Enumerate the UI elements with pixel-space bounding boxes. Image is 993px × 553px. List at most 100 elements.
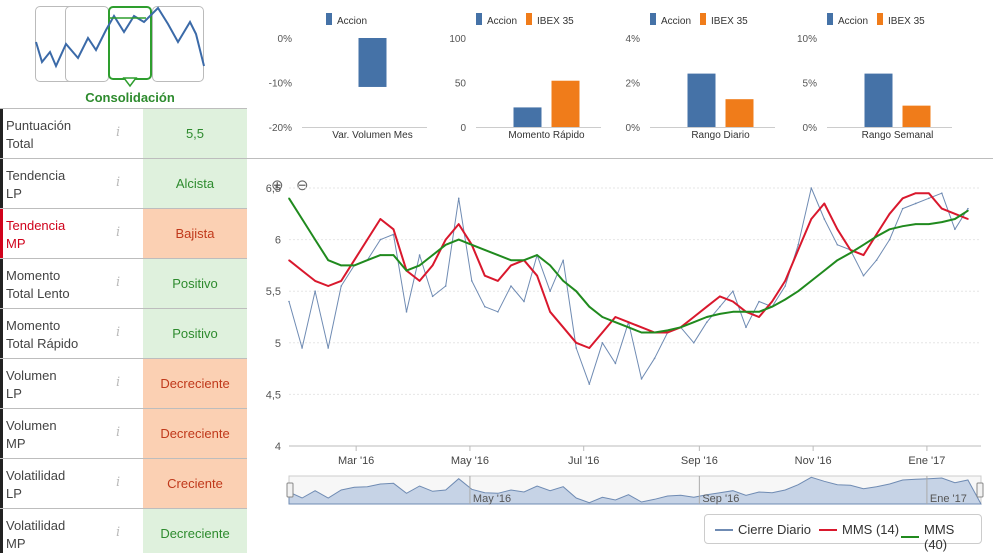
indicator-name: Puntuación Total — [6, 117, 71, 153]
data-point — [927, 197, 930, 200]
x-tick-label: Jul '16 — [568, 455, 599, 467]
data-point — [941, 207, 943, 210]
info-icon[interactable]: i — [116, 325, 121, 340]
zoom-in-icon[interactable]: ⊕ — [271, 177, 284, 194]
info-icon[interactable]: i — [116, 475, 121, 490]
info-icon[interactable]: i — [116, 375, 121, 390]
indicator-name-line: Volumen — [6, 418, 57, 433]
data-point — [484, 274, 486, 277]
indicator-name-line: MP — [6, 536, 26, 551]
legend-mms14[interactable]: MMS (14) — [819, 522, 899, 537]
legend-cierre-swatch — [715, 528, 733, 531]
y-tick-label: 4,5 — [266, 389, 281, 401]
y-tick-label: -20% — [269, 123, 292, 134]
indicator-name-line: LP — [6, 386, 22, 401]
indicator-name: Volumen MP — [6, 417, 57, 453]
indicator-name-line: Total Lento — [6, 286, 70, 301]
y-tick-label: 5,5 — [266, 286, 281, 298]
bar-accion — [687, 73, 716, 127]
data-point — [497, 254, 499, 256]
navigator-handle-right[interactable] — [976, 482, 984, 498]
indicator-value: Alcista — [143, 159, 247, 208]
legend-cierre[interactable]: Cierre Diario — [715, 522, 811, 537]
data-point — [575, 342, 578, 344]
data-point — [901, 207, 904, 210]
data-point — [549, 290, 551, 292]
data-point — [653, 331, 656, 334]
info-icon[interactable]: i — [116, 125, 121, 140]
data-point — [653, 357, 656, 360]
legend-cierre-label: Cierre Diario — [738, 522, 811, 537]
data-point — [901, 197, 904, 200]
data-point — [732, 311, 734, 313]
data-point — [732, 300, 734, 303]
data-point — [901, 225, 904, 227]
y-tick-label: -10% — [269, 79, 292, 90]
data-point — [875, 235, 878, 238]
indicator-name: Momento Total Lento — [6, 267, 70, 303]
indicator-value: 5,5 — [143, 109, 247, 158]
data-point — [405, 269, 408, 272]
data-point — [692, 321, 695, 323]
info-icon[interactable]: i — [116, 225, 121, 240]
info-icon[interactable]: i — [116, 525, 121, 540]
divider — [247, 158, 993, 159]
x-tick-label: Mar '16 — [338, 455, 374, 467]
x-tick-label: May '16 — [451, 455, 489, 467]
data-point — [601, 316, 604, 318]
data-point — [340, 280, 343, 282]
navigator-area — [288, 476, 982, 505]
data-point — [719, 313, 721, 315]
data-point — [562, 326, 564, 329]
info-icon[interactable]: i — [116, 425, 121, 440]
data-point — [914, 223, 917, 225]
data-point — [392, 233, 395, 236]
data-point — [614, 321, 617, 323]
bar-ibex-35 — [725, 99, 754, 127]
data-point — [379, 238, 382, 241]
legend-label: IBEX 35 — [888, 16, 925, 27]
navigator-handle-left[interactable] — [286, 482, 294, 498]
info-icon[interactable]: i — [116, 175, 121, 190]
info-icon[interactable]: i — [116, 275, 121, 290]
data-point — [914, 202, 917, 205]
data-point — [823, 269, 826, 272]
data-point — [784, 280, 786, 282]
data-point — [588, 305, 591, 308]
indicator-name-line: MP — [6, 236, 26, 251]
data-point — [823, 218, 826, 220]
legend-mms14-swatch — [819, 528, 837, 531]
data-point — [288, 300, 290, 303]
indicator-marker — [0, 409, 3, 459]
data-point — [366, 238, 369, 241]
data-point — [706, 321, 708, 323]
indicator-name-line: Volatilidad — [6, 468, 66, 483]
price-chart: ⊕ ⊖ 6,5 6 5,5 5 4,5 4 Mar '16 May '16 Jul '16 Sep '… — [247, 160, 993, 553]
data-point — [797, 243, 800, 246]
data-point — [758, 300, 760, 303]
legend-label: Accion — [661, 16, 691, 27]
data-point — [314, 238, 316, 241]
series-line-1 — [288, 192, 969, 349]
data-point — [340, 285, 343, 287]
data-point — [692, 316, 695, 318]
data-point — [418, 254, 421, 256]
x-axis-label: Momento Rápido — [508, 130, 585, 141]
data-point — [588, 383, 591, 385]
data-point — [719, 305, 721, 308]
data-point — [601, 331, 604, 334]
data-point — [431, 264, 434, 267]
indicator-name-line: Tendencia — [6, 168, 66, 183]
bar-accion — [358, 38, 387, 87]
legend-swatch — [700, 13, 706, 25]
data-point — [510, 264, 512, 267]
zoom-out-icon[interactable]: ⊖ — [296, 177, 309, 194]
phase-label: Consolidación — [85, 90, 175, 105]
indicator-row: Volumen MP i Decreciente — [0, 408, 247, 459]
data-point — [941, 192, 943, 194]
legend-mms40[interactable]: MMS (40) — [901, 522, 981, 552]
y-tick-label: 0% — [626, 123, 641, 134]
phase-card-4[interactable] — [152, 6, 204, 82]
legend-swatch — [476, 13, 482, 25]
data-point — [366, 259, 369, 262]
